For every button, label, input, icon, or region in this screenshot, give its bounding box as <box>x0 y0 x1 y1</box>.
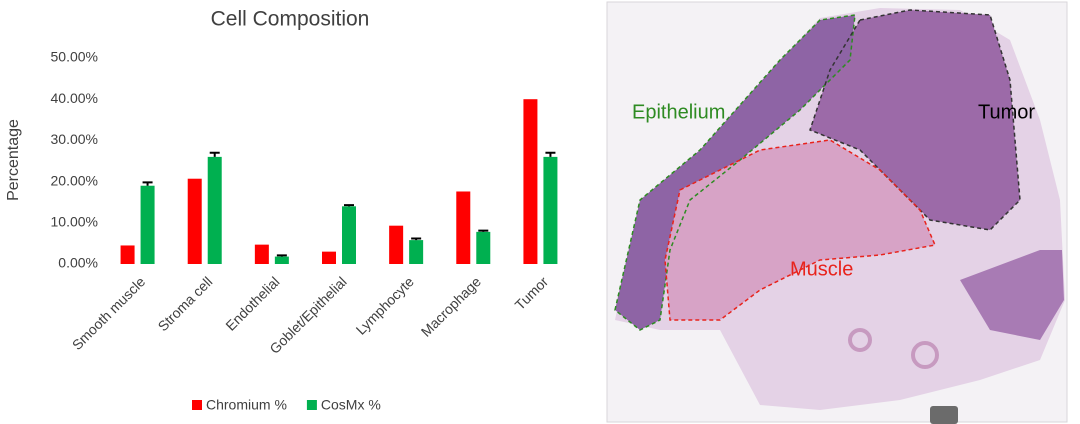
y-tick-label: 50.00% <box>51 49 98 65</box>
error-bar <box>276 254 287 257</box>
bar <box>543 156 558 264</box>
bar <box>187 178 202 264</box>
muscle-region <box>665 140 935 320</box>
tumor-outline <box>809 9 1021 231</box>
y-axis-label: Percentage <box>5 119 22 201</box>
bar <box>120 245 135 264</box>
error-bar <box>411 237 422 241</box>
epithelium-region <box>615 15 855 330</box>
tissue-image <box>606 1 1068 424</box>
bar <box>342 206 356 264</box>
bar <box>456 191 471 264</box>
y-tick-label: 0.00% <box>58 255 98 271</box>
x-tick-label: Lymphocyte <box>353 273 417 337</box>
y-tick-label: 10.00% <box>51 214 98 230</box>
bar <box>207 156 222 264</box>
error-bar <box>142 181 153 186</box>
image-label: Epithelium <box>632 101 725 123</box>
chart-title: Cell Composition <box>211 8 370 31</box>
error-bar <box>209 151 220 157</box>
muscle-outline <box>664 139 937 321</box>
bar <box>274 256 289 264</box>
scroll-icon <box>930 406 958 424</box>
tissue-patch <box>960 250 1064 340</box>
x-tick-label: Endothelial <box>222 273 282 333</box>
image-label: Tumor <box>978 101 1035 123</box>
bar <box>322 251 336 264</box>
bar <box>389 225 404 264</box>
error-bar <box>478 229 489 232</box>
legend-swatch <box>192 400 202 410</box>
image-label: Muscle <box>790 258 853 280</box>
tumor-region <box>810 10 1020 230</box>
legend-label: Chromium % <box>206 397 287 413</box>
bar <box>523 99 538 264</box>
x-tick-label: Smooth muscle <box>69 273 149 353</box>
x-tick-label: Tumor <box>512 273 552 313</box>
bar <box>140 185 155 264</box>
vessel <box>911 341 939 369</box>
y-tick-label: 40.00% <box>51 90 98 106</box>
y-tick-label: 30.00% <box>51 131 98 147</box>
x-tick-label: Macrophage <box>418 273 484 339</box>
y-tick-label: 20.00% <box>51 172 98 188</box>
vessel <box>848 328 872 352</box>
bar <box>254 244 269 264</box>
x-tick-label: Stroma cell <box>155 273 216 334</box>
legend-swatch <box>306 400 317 410</box>
bar <box>409 240 424 264</box>
error-bar <box>344 204 354 207</box>
error-bar <box>545 151 556 157</box>
legend-label: CosMx % <box>321 397 381 413</box>
bar <box>476 231 491 264</box>
